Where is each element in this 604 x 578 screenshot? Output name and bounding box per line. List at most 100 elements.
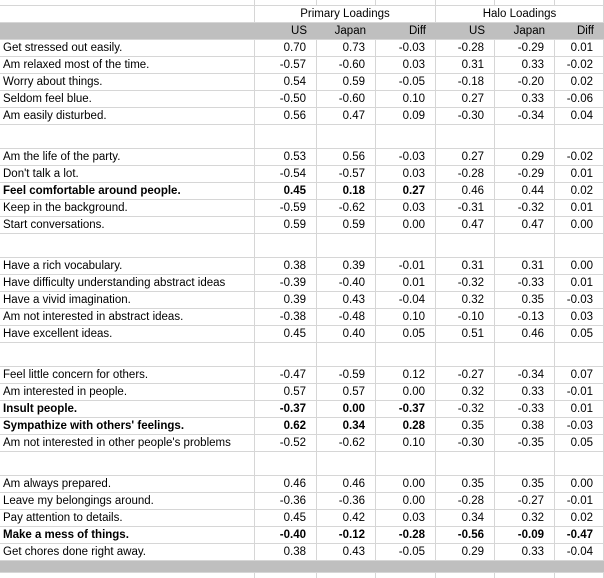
value-cell[interactable]: -0.39 bbox=[255, 275, 317, 291]
value-cell[interactable]: 0.33 bbox=[495, 57, 555, 73]
empty-cell[interactable] bbox=[436, 125, 495, 148]
value-cell[interactable]: 0.33 bbox=[495, 544, 555, 560]
value-cell[interactable]: 0.02 bbox=[555, 510, 604, 526]
empty-cell[interactable] bbox=[436, 234, 495, 257]
value-cell[interactable]: -0.57 bbox=[317, 166, 376, 182]
empty-cell[interactable] bbox=[555, 452, 604, 475]
value-cell[interactable]: 0.00 bbox=[376, 476, 436, 492]
value-cell[interactable]: -0.12 bbox=[317, 527, 376, 543]
sub-header-us-primary[interactable]: US bbox=[291, 25, 307, 37]
value-cell[interactable]: -0.59 bbox=[255, 200, 317, 216]
item-label-cell[interactable]: Feel comfortable around people. bbox=[0, 183, 255, 199]
value-cell[interactable]: -0.32 bbox=[436, 275, 495, 291]
empty-cell[interactable] bbox=[495, 452, 555, 475]
value-cell[interactable]: -0.60 bbox=[317, 57, 376, 73]
item-label-cell[interactable]: Have difficulty understanding abstract i… bbox=[0, 275, 255, 291]
value-cell[interactable]: -0.59 bbox=[317, 367, 376, 383]
value-cell[interactable]: 0.34 bbox=[317, 418, 376, 434]
value-cell[interactable]: -0.34 bbox=[495, 367, 555, 383]
item-label-cell[interactable]: Insult people. bbox=[0, 401, 255, 417]
value-cell[interactable]: -0.47 bbox=[555, 527, 604, 543]
value-cell[interactable]: -0.05 bbox=[376, 544, 436, 560]
value-cell[interactable]: -0.29 bbox=[495, 40, 555, 56]
item-label-cell[interactable]: Leave my belongings around. bbox=[0, 493, 255, 509]
value-cell[interactable]: 0.00 bbox=[555, 217, 604, 233]
value-cell[interactable]: -0.60 bbox=[317, 91, 376, 107]
value-cell[interactable]: 0.01 bbox=[555, 275, 604, 291]
value-cell[interactable]: 0.42 bbox=[317, 510, 376, 526]
item-label-cell[interactable]: Am relaxed most of the time. bbox=[0, 57, 255, 73]
value-cell[interactable]: 0.03 bbox=[376, 57, 436, 73]
value-cell[interactable]: 0.44 bbox=[495, 183, 555, 199]
empty-cell[interactable] bbox=[376, 343, 436, 366]
value-cell[interactable]: -0.32 bbox=[495, 200, 555, 216]
value-cell[interactable]: 0.27 bbox=[436, 91, 495, 107]
value-cell[interactable]: -0.03 bbox=[555, 418, 604, 434]
value-cell[interactable]: 0.10 bbox=[376, 91, 436, 107]
value-cell[interactable]: 0.38 bbox=[495, 418, 555, 434]
value-cell[interactable]: 0.12 bbox=[376, 367, 436, 383]
item-label-cell[interactable]: Am not interested in abstract ideas. bbox=[0, 309, 255, 325]
value-cell[interactable]: 0.01 bbox=[555, 200, 604, 216]
value-cell[interactable]: -0.32 bbox=[436, 401, 495, 417]
value-cell[interactable]: 0.03 bbox=[376, 200, 436, 216]
empty-cell[interactable] bbox=[495, 343, 555, 366]
value-cell[interactable]: 0.39 bbox=[255, 292, 317, 308]
value-cell[interactable]: -0.29 bbox=[495, 166, 555, 182]
item-label-cell[interactable]: Worry about things. bbox=[0, 74, 255, 90]
item-label-cell[interactable]: Seldom feel blue. bbox=[0, 91, 255, 107]
value-cell[interactable]: 0.57 bbox=[317, 384, 376, 400]
empty-cell[interactable] bbox=[0, 343, 255, 366]
value-cell[interactable]: -0.30 bbox=[436, 435, 495, 451]
value-cell[interactable]: 0.59 bbox=[317, 217, 376, 233]
value-cell[interactable]: 0.70 bbox=[255, 40, 317, 56]
item-label-cell[interactable]: Don't talk a lot. bbox=[0, 166, 255, 182]
value-cell[interactable]: -0.04 bbox=[376, 292, 436, 308]
value-cell[interactable]: 0.02 bbox=[555, 74, 604, 90]
sub-header-japan-halo[interactable]: Japan bbox=[513, 25, 545, 37]
value-cell[interactable]: 0.27 bbox=[436, 149, 495, 165]
value-cell[interactable]: -0.28 bbox=[436, 40, 495, 56]
empty-cell[interactable] bbox=[317, 343, 376, 366]
value-cell[interactable]: -0.54 bbox=[255, 166, 317, 182]
value-cell[interactable]: -0.40 bbox=[255, 527, 317, 543]
empty-cell[interactable] bbox=[317, 234, 376, 257]
value-cell[interactable]: 0.34 bbox=[436, 510, 495, 526]
value-cell[interactable]: 0.04 bbox=[555, 108, 604, 124]
value-cell[interactable]: 0.18 bbox=[317, 183, 376, 199]
value-cell[interactable]: -0.35 bbox=[495, 435, 555, 451]
value-cell[interactable]: -0.62 bbox=[317, 200, 376, 216]
value-cell[interactable]: -0.62 bbox=[317, 435, 376, 451]
value-cell[interactable]: -0.13 bbox=[495, 309, 555, 325]
value-cell[interactable]: 0.02 bbox=[555, 183, 604, 199]
item-label-cell[interactable]: Start conversations. bbox=[0, 217, 255, 233]
value-cell[interactable]: 0.01 bbox=[555, 401, 604, 417]
value-cell[interactable]: 0.45 bbox=[255, 510, 317, 526]
item-label-cell[interactable]: Am the life of the party. bbox=[0, 149, 255, 165]
empty-cell[interactable] bbox=[555, 125, 604, 148]
value-cell[interactable]: 0.54 bbox=[255, 74, 317, 90]
value-cell[interactable]: 0.10 bbox=[376, 309, 436, 325]
value-cell[interactable]: 0.59 bbox=[317, 74, 376, 90]
value-cell[interactable]: -0.10 bbox=[436, 309, 495, 325]
value-cell[interactable]: 0.01 bbox=[376, 275, 436, 291]
value-cell[interactable]: 0.00 bbox=[376, 217, 436, 233]
value-cell[interactable]: 0.39 bbox=[317, 258, 376, 274]
value-cell[interactable]: 0.46 bbox=[495, 326, 555, 342]
halo-loadings-header-cell[interactable]: Halo Loadings bbox=[436, 6, 604, 22]
value-cell[interactable]: -0.57 bbox=[255, 57, 317, 73]
empty-cell[interactable] bbox=[376, 452, 436, 475]
value-cell[interactable]: 0.29 bbox=[495, 149, 555, 165]
value-cell[interactable]: 0.01 bbox=[555, 166, 604, 182]
item-label-cell[interactable]: Pay attention to details. bbox=[0, 510, 255, 526]
item-label-cell[interactable]: Have a rich vocabulary. bbox=[0, 258, 255, 274]
value-cell[interactable]: 0.35 bbox=[436, 476, 495, 492]
item-label-cell[interactable]: Make a mess of things. bbox=[0, 527, 255, 543]
empty-cell[interactable] bbox=[555, 234, 604, 257]
value-cell[interactable]: 0.00 bbox=[376, 384, 436, 400]
value-cell[interactable]: 0.43 bbox=[317, 292, 376, 308]
value-cell[interactable]: -0.01 bbox=[555, 493, 604, 509]
value-cell[interactable]: -0.04 bbox=[555, 544, 604, 560]
value-cell[interactable]: 0.00 bbox=[317, 401, 376, 417]
value-cell[interactable]: 0.01 bbox=[555, 40, 604, 56]
